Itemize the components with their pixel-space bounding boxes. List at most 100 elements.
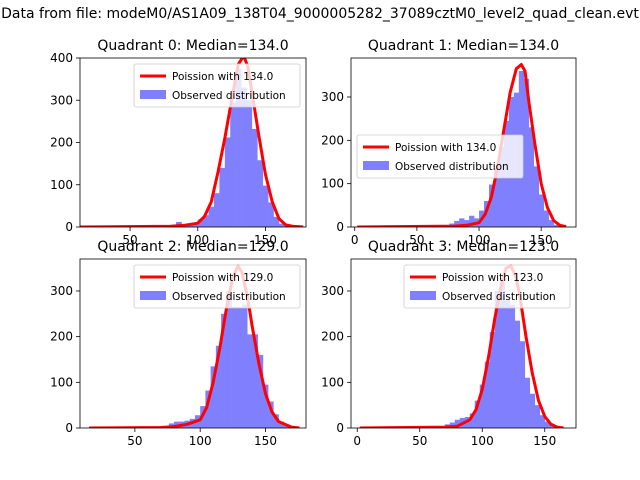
legend: Poission with 134.0 Observed distribution <box>356 134 524 179</box>
y-tick-label: 200 <box>321 330 344 344</box>
histogram-bar <box>241 87 247 227</box>
legend-hist-label: Observed distribution <box>172 90 286 102</box>
histogram-bar <box>489 332 496 428</box>
histogram-bar <box>514 320 521 428</box>
x-tick-label: 150 <box>530 233 553 247</box>
histogram-bar <box>474 400 481 428</box>
histogram-bar <box>548 220 554 227</box>
subplot-title: Quadrant 0: Median=134.0 <box>97 38 288 54</box>
y-tick-label: 0 <box>65 220 73 234</box>
histogram-bar <box>205 390 211 428</box>
y-tick-label: 300 <box>321 90 344 104</box>
legend: Poission with 129.0 Observed distribution <box>133 264 301 309</box>
x-tick-label: 100 <box>468 233 491 247</box>
legend-hist-label: Observed distribution <box>172 291 286 303</box>
y-tick-label: 0 <box>336 220 344 234</box>
histogram-bar <box>235 68 242 227</box>
histogram-bar <box>538 194 544 227</box>
y-tick-label: 100 <box>321 177 344 191</box>
histogram-bar <box>268 401 274 428</box>
axes-frame <box>350 57 577 228</box>
histogram-bar <box>221 313 227 428</box>
histogram-bar <box>469 215 475 227</box>
y-tick-label: 200 <box>50 136 73 150</box>
legend-fit-label: Poission with 123.0 <box>442 272 543 284</box>
axes-frame <box>350 258 577 429</box>
histogram-bar <box>246 100 253 227</box>
y-tick-label: 0 <box>65 421 73 435</box>
subplot-quadrant-1: 0 50 100 150 0 100 200 300 Quadrant 1: Median=13… <box>321 38 577 247</box>
histogram-bar <box>544 421 551 428</box>
y-tick-label: 300 <box>50 284 73 298</box>
x-tick-label: 50 <box>409 233 424 247</box>
histogram-bar <box>539 415 546 428</box>
subplot-quadrant-2: 50 100 150 0 100 200 300 Quadrant 2: Median=129… <box>50 239 307 448</box>
histogram-bar <box>192 223 199 227</box>
histogram-bar <box>493 168 500 227</box>
subplot-quadrant-0: 50 100 150 0 100 200 300 400 Quadrant 0: Median=… <box>50 38 307 247</box>
histogram-bar <box>454 419 461 428</box>
histogram-bar <box>454 220 460 227</box>
histogram-bar <box>524 377 531 428</box>
x-tick-label: 50 <box>127 434 142 448</box>
histogram-bar <box>459 218 465 227</box>
y-tick-label: 100 <box>50 375 73 389</box>
histogram-bar <box>231 306 238 428</box>
legend-box <box>133 63 301 108</box>
legend-fit-label: Poission with 134.0 <box>172 71 273 83</box>
x-tick-label: 50 <box>122 233 137 247</box>
histogram-bars <box>163 290 295 428</box>
histogram-bar <box>273 414 279 428</box>
legend-hist-swatch <box>140 291 166 300</box>
histogram-bar <box>257 354 264 428</box>
histogram-bar <box>534 405 541 428</box>
histogram-bar <box>479 384 486 428</box>
histogram-bar <box>215 345 222 428</box>
x-tick-label: 150 <box>533 434 556 448</box>
histogram-bar <box>523 78 530 227</box>
histogram-bar <box>549 425 556 428</box>
histogram-bar <box>241 304 248 428</box>
subplot-quadrant-3: 0 50 100 150 0 100 200 300 Quadrant 3: Median=12… <box>321 239 577 448</box>
x-tick-label: 0 <box>351 233 359 247</box>
y-tick-label: 400 <box>50 51 73 65</box>
subplot-title: Quadrant 3: Median=123.0 <box>368 239 559 255</box>
histogram-bar <box>210 366 217 428</box>
histogram-bar <box>488 184 495 227</box>
x-tick-label: 150 <box>254 434 277 448</box>
y-tick-label: 300 <box>321 284 344 298</box>
histogram-bar <box>519 341 526 428</box>
y-tick-label: 300 <box>50 93 73 107</box>
histogram-bar <box>203 215 209 227</box>
histogram-bar <box>247 334 253 428</box>
x-tick-label: 100 <box>186 233 209 247</box>
histogram-bar <box>197 219 204 227</box>
x-tick-label: 100 <box>471 434 494 448</box>
histogram-bar <box>553 224 559 227</box>
histogram-bar <box>208 206 215 227</box>
y-tick-label: 100 <box>321 375 344 389</box>
legend-fit-label: Poission with 129.0 <box>172 272 273 284</box>
legend-box <box>356 134 524 179</box>
histogram-bar <box>484 361 491 428</box>
histogram-bar <box>278 223 285 227</box>
legend-hist-swatch <box>410 291 436 300</box>
y-tick-label: 100 <box>50 178 73 192</box>
histogram-bar <box>543 210 549 227</box>
histogram-bar <box>469 413 476 428</box>
histogram-bar <box>494 290 501 428</box>
histogram-bar <box>213 193 220 227</box>
histogram-bar <box>257 160 263 227</box>
histogram-bar <box>252 334 258 428</box>
histogram-bar <box>262 384 269 428</box>
legend-hist-swatch <box>363 161 389 170</box>
y-tick-label: 200 <box>50 330 73 344</box>
histogram-bar <box>528 127 535 227</box>
histogram-bar <box>224 137 231 227</box>
legend-box <box>133 264 301 309</box>
histogram-bar <box>498 146 505 227</box>
histogram-bar <box>499 281 506 428</box>
subplot-title: Quadrant 1: Median=134.0 <box>368 38 559 54</box>
legend: Poission with 123.0 Observed distribution <box>403 264 571 309</box>
